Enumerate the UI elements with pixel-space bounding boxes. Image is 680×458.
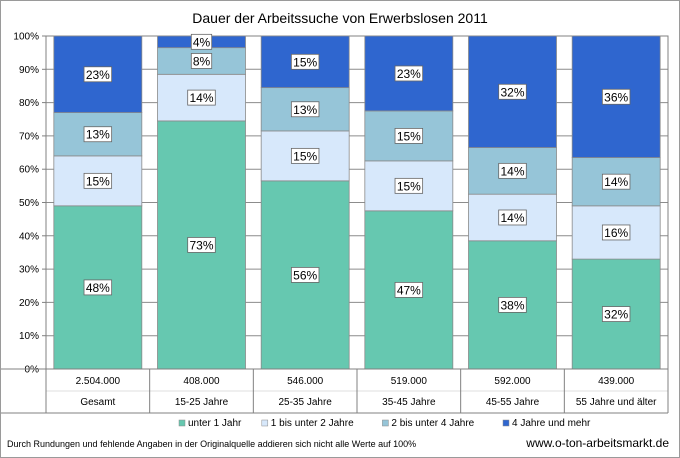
data-label: 13% — [293, 103, 317, 117]
legend-swatch — [382, 419, 389, 427]
legend-swatch — [178, 419, 186, 427]
data-label: 15% — [397, 129, 421, 143]
y-tick-label: 30% — [19, 265, 39, 276]
data-label-box — [83, 126, 113, 143]
data-label: 8% — [193, 54, 211, 68]
data-label-box — [290, 147, 320, 164]
data-label-box — [290, 53, 320, 70]
y-tick-label: 60% — [19, 165, 39, 176]
y-tick-label: 80% — [19, 98, 39, 109]
y-tick-label: 0% — [25, 365, 40, 376]
data-label: 16% — [604, 226, 628, 240]
data-label-box — [190, 33, 213, 50]
data-label-box — [83, 66, 113, 83]
y-tick-label: 40% — [19, 231, 39, 242]
category-total: 408.000 — [183, 376, 220, 387]
legend-label: unter 1 Jahr — [188, 418, 242, 429]
category-label: 25-35 Jahre — [278, 397, 332, 408]
data-label-box — [394, 65, 424, 82]
data-label-box — [290, 101, 320, 118]
data-label: 15% — [397, 179, 421, 193]
data-label: 15% — [293, 149, 317, 163]
data-label: 36% — [604, 90, 628, 104]
data-label-box — [83, 279, 113, 296]
category-total: 519.000 — [391, 376, 428, 387]
category-label: 55 Jahre und älter — [576, 397, 657, 408]
data-label-box — [290, 267, 320, 283]
data-label: 15% — [86, 174, 110, 188]
data-label: 4% — [193, 35, 211, 49]
legend-swatch — [261, 419, 269, 427]
data-label-box — [498, 83, 527, 100]
y-tick-label: 10% — [19, 331, 39, 342]
data-label-box — [394, 177, 424, 194]
data-label: 73% — [189, 238, 213, 252]
data-label: 14% — [189, 91, 213, 105]
chart-title: Dauer der Arbeitssuche von Erwerbslosen … — [192, 10, 488, 26]
y-tick-label: 50% — [19, 198, 39, 209]
data-label: 48% — [86, 281, 110, 295]
data-label: 13% — [86, 128, 110, 142]
y-tick-label: 70% — [19, 131, 39, 142]
data-label-box — [601, 224, 631, 241]
data-label: 23% — [397, 67, 421, 81]
data-label-box — [394, 282, 424, 298]
legend-label: 4 Jahre und mehr — [512, 418, 591, 429]
data-label-box — [498, 209, 527, 226]
data-label: 47% — [397, 283, 421, 297]
data-label: 38% — [500, 298, 524, 312]
category-total: 2.504.000 — [76, 376, 121, 387]
category-label: Gesamt — [80, 397, 115, 408]
data-label: 32% — [604, 308, 628, 322]
data-label-box — [498, 296, 527, 313]
footnote: Durch Rundungen und fehlende Angaben in … — [7, 439, 417, 449]
y-tick-label: 90% — [19, 65, 39, 76]
data-label: 15% — [293, 55, 317, 69]
data-label: 14% — [604, 175, 628, 189]
data-label: 14% — [500, 211, 524, 225]
data-label: 14% — [500, 164, 524, 178]
data-label-box — [601, 88, 631, 105]
legend-label: 2 bis unter 4 Jahre — [391, 418, 474, 429]
category-total: 439.000 — [598, 376, 635, 387]
y-tick-label: 100% — [13, 32, 39, 43]
data-label-box — [601, 306, 631, 322]
category-total: 592.000 — [494, 376, 531, 387]
category-label: 45-55 Jahre — [486, 397, 540, 408]
data-label-box — [187, 237, 216, 253]
data-label-box — [187, 89, 216, 106]
legend-label: 1 bis unter 2 Jahre — [271, 418, 354, 429]
data-label: 32% — [500, 85, 524, 99]
data-label-box — [394, 128, 424, 144]
plot-area: 0% 10% 20% 30% 40% 50% 60% 70% 80% 90% 100% 48% 15% 1… — [1, 32, 669, 429]
category-label: 35-45 Jahre — [382, 397, 436, 408]
y-tick-label: 20% — [19, 298, 39, 309]
data-label-box — [601, 173, 631, 190]
category-total: 546.000 — [287, 376, 324, 387]
legend-swatch — [502, 419, 510, 427]
website-credit: www.o-ton-arbeitsmarkt.de — [526, 436, 669, 450]
data-label: 56% — [293, 268, 317, 282]
data-label-box — [83, 172, 113, 189]
category-label: 15-25 Jahre — [175, 397, 229, 408]
data-label-box — [190, 53, 213, 69]
data-label: 23% — [86, 68, 110, 82]
data-label-box — [498, 162, 527, 179]
